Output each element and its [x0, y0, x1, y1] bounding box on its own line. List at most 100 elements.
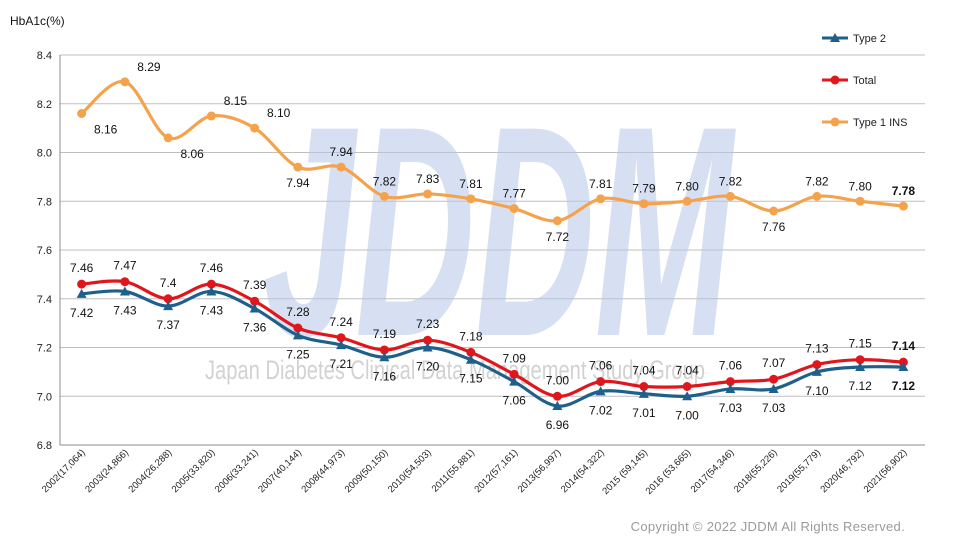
data-point-marker — [509, 369, 519, 379]
data-point-marker — [336, 333, 346, 343]
x-tick-label: 2018(55,226) — [732, 447, 780, 495]
gridlines — [60, 54, 925, 446]
data-label: 8.16 — [94, 123, 118, 137]
data-point-marker — [206, 279, 216, 289]
data-point-marker — [465, 354, 476, 364]
y-tick-label: 7.0 — [37, 391, 52, 403]
data-label: 7.82 — [805, 174, 829, 188]
data-label: 7.21 — [329, 357, 353, 371]
data-point-marker — [292, 330, 303, 340]
y-tick-label: 7.8 — [37, 196, 52, 208]
watermark-logo: JDDM — [263, 63, 737, 399]
y-tick-label: 8.2 — [37, 99, 52, 111]
x-tick-label: 2003(24,866) — [83, 447, 131, 495]
data-point-marker — [250, 296, 260, 306]
data-label: 7.4 — [160, 276, 177, 290]
x-tick-label: 2016 (53,665) — [644, 447, 694, 497]
data-point-marker — [898, 362, 909, 371]
data-point-marker — [422, 342, 433, 352]
data-point-marker — [639, 382, 649, 391]
data-label: 7.06 — [502, 394, 526, 408]
data-label: 7.72 — [546, 230, 570, 244]
data-point-marker — [120, 77, 130, 87]
data-point-marker — [336, 340, 347, 350]
data-label: 7.82 — [719, 174, 743, 188]
y-tick-label: 7.2 — [37, 343, 52, 355]
data-label: 7.37 — [156, 318, 180, 332]
data-label: 7.81 — [589, 177, 613, 191]
data-point-marker — [552, 401, 563, 410]
copyright-notice: Copyright © 2022 JDDM All Rights Reserve… — [631, 519, 905, 534]
data-point-marker — [552, 216, 562, 226]
data-label: 7.42 — [70, 306, 94, 320]
x-tick-label: 2008(44,973) — [299, 447, 347, 495]
data-point-marker — [812, 360, 822, 370]
data-point-marker — [855, 196, 865, 206]
data-label: 7.01 — [632, 406, 656, 420]
data-label: 7.46 — [200, 261, 224, 275]
data-label: 7.09 — [502, 351, 526, 365]
data-label: 7.18 — [459, 329, 483, 343]
data-point-marker — [638, 388, 649, 398]
data-point-marker — [206, 111, 216, 121]
x-tick-label: 2006(33,241) — [213, 447, 261, 495]
data-point-marker — [898, 201, 908, 211]
data-point-marker — [769, 206, 779, 216]
data-label: 8.15 — [224, 94, 248, 108]
series-line-type-2 — [81, 289, 904, 408]
data-point-marker — [249, 303, 260, 313]
data-point-marker — [725, 383, 736, 393]
x-tick-label: 2021(56,902) — [862, 447, 910, 495]
data-point-marker — [639, 199, 649, 209]
data-label: 7.82 — [373, 174, 397, 188]
x-tick-label: 2010(54,503) — [386, 447, 434, 495]
x-tick-label: 2007(40,144) — [256, 447, 304, 495]
data-label: 7.83 — [416, 172, 440, 186]
x-tick-label: 2015 (59,145) — [600, 447, 650, 497]
data-point-marker — [336, 162, 346, 172]
data-label: 7.36 — [243, 321, 267, 335]
legend-label: Type 1 INS — [853, 117, 907, 129]
data-label: 8.29 — [137, 60, 161, 74]
data-point-marker — [293, 162, 303, 172]
data-label: 7.94 — [286, 176, 310, 190]
data-point-marker — [769, 374, 779, 384]
data-point-marker — [206, 286, 217, 296]
data-point-marker — [682, 391, 693, 401]
data-label: 7.46 — [70, 261, 94, 275]
data-label: 7.24 — [329, 315, 353, 329]
legend: Type 2 Total Type 1 INS — [822, 33, 907, 129]
data-point-marker — [250, 123, 260, 133]
data-label: 7.03 — [762, 401, 786, 415]
data-point-marker — [855, 362, 866, 371]
data-point-marker — [509, 204, 519, 214]
y-tick-label: 7.4 — [37, 294, 52, 306]
x-tick-label: 2012(57,161) — [472, 447, 520, 495]
x-tick-label: 2013(56,997) — [516, 447, 564, 495]
watermark-subtitle: Japan Diabetes Clinical Data Management … — [205, 355, 705, 385]
data-point-marker — [120, 277, 130, 287]
data-point-marker — [768, 383, 779, 393]
data-label: 7.12 — [892, 379, 916, 393]
data-label: 7.80 — [675, 179, 699, 193]
data-point-marker — [119, 286, 130, 296]
y-tick-label: 8.4 — [37, 50, 52, 62]
data-label: 7.16 — [373, 369, 397, 383]
data-point-marker — [163, 294, 173, 304]
data-label: 7.76 — [762, 220, 786, 234]
data-label: 7.43 — [200, 303, 224, 317]
data-point-marker — [163, 133, 173, 143]
data-label: 7.00 — [546, 373, 570, 387]
data-point-marker — [830, 33, 840, 42]
series — [76, 77, 909, 410]
data-label: 7.04 — [632, 364, 656, 378]
x-tick-label: 2002(17,064) — [40, 447, 88, 495]
data-point-marker — [595, 386, 606, 396]
data-point-marker — [379, 352, 390, 362]
data-point-marker — [682, 382, 692, 391]
data-label: 7.10 — [805, 384, 829, 398]
data-label: 7.28 — [286, 305, 310, 319]
data-label: 7.14 — [892, 339, 916, 353]
data-point-marker — [379, 191, 389, 201]
